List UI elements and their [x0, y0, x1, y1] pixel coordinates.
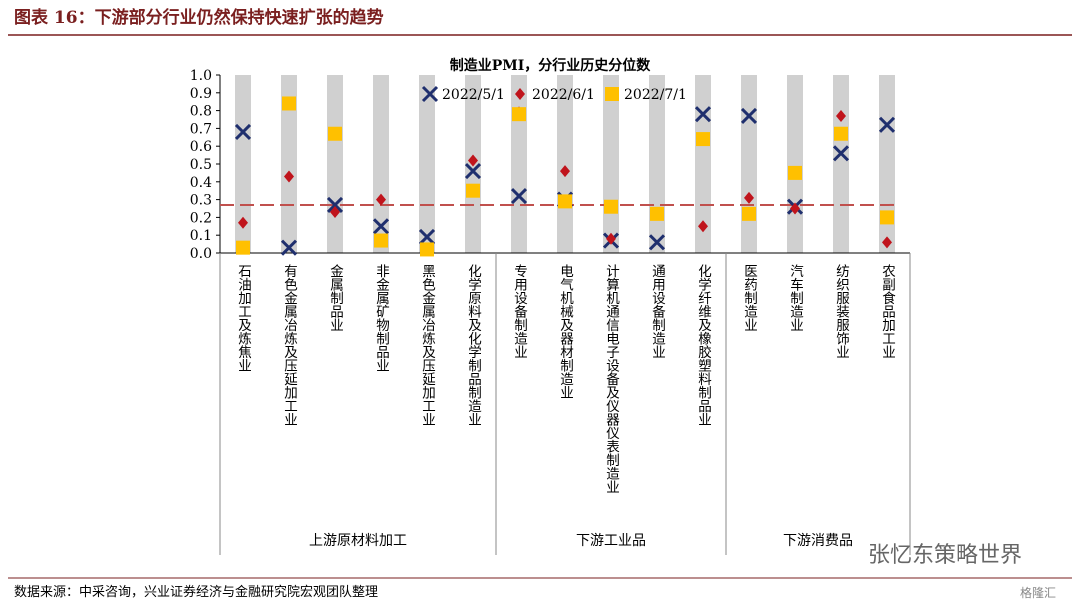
marker-diamond [284, 170, 294, 183]
x-tick-label: 农副食品加工业 [879, 264, 896, 359]
marker-x [878, 116, 896, 133]
marker-diamond [238, 216, 248, 229]
y-tick-label: 1.0 [190, 68, 212, 84]
range-column [235, 75, 251, 253]
marker-square [236, 240, 250, 255]
marker-square [466, 183, 480, 198]
source: 数据来源：中采咨询，兴业证券经济与金融研究院宏观团队整理 [14, 584, 378, 600]
y-tick-label: 0.9 [190, 86, 212, 102]
marker-square [650, 206, 664, 221]
range-column [327, 75, 343, 253]
marker-diamond [468, 154, 478, 167]
legend-label: 2022/6/1 [532, 87, 595, 103]
watermark: 张忆东策略世界 [868, 543, 1022, 568]
x-tick-label: 化学原料及化学制品制造业 [465, 264, 482, 426]
range-column [373, 75, 389, 253]
marker-square [282, 96, 296, 111]
x-tick-label: 黑色金属冶炼及压延加工业 [419, 264, 436, 426]
marker-square [558, 194, 572, 209]
x-tick-label: 电气机械及器材制造业 [557, 264, 574, 399]
marker-diamond [744, 191, 754, 204]
marker-square [834, 126, 848, 141]
marker-x [326, 196, 344, 214]
marker-square [420, 242, 434, 257]
y-tick-label: 0.7 [190, 121, 212, 137]
chart-title: 制造业PMI，分行业历史分位数 [450, 57, 652, 74]
y-tick-label: 0.1 [190, 228, 212, 244]
y-tick-label: 0.2 [190, 210, 212, 226]
x-tick-label: 汽车制造业 [787, 264, 804, 332]
range-column [787, 75, 803, 253]
marker-square [604, 199, 618, 214]
marker-diamond [376, 193, 386, 206]
y-tick-label: 0.0 [190, 246, 212, 262]
legend-label: 2022/5/1 [442, 87, 505, 103]
legend-marker [421, 85, 439, 103]
range-column [511, 75, 527, 253]
x-tick-label: 金属制品业 [327, 264, 344, 332]
legend-marker [515, 88, 525, 100]
x-tick-label: 医药制造业 [741, 264, 758, 332]
logo: 格隆汇 [1020, 585, 1056, 600]
marker-square [880, 210, 894, 225]
x-tick-label: 通用设备制造业 [649, 264, 666, 359]
y-tick-label: 0.4 [190, 175, 212, 191]
x-tick-label: 石油加工及炼焦业 [235, 264, 252, 372]
range-column [419, 75, 435, 253]
marker-x [694, 106, 712, 123]
marker-diamond [790, 202, 800, 215]
marker-x [740, 107, 758, 125]
x-tick-label: 专用设备制造业 [511, 264, 528, 359]
group-label: 下游工业品 [576, 533, 646, 549]
marker-square [788, 165, 802, 180]
marker-square [328, 126, 342, 141]
marker-x [418, 228, 436, 246]
marker-diamond [698, 220, 708, 233]
x-tick-label: 有色金属冶炼及压延加工业 [281, 264, 298, 426]
y-tick-label: 0.8 [190, 104, 212, 120]
marker-x [372, 218, 390, 235]
y-tick-label: 0.3 [190, 193, 212, 209]
marker-x [464, 163, 482, 180]
range-column [833, 75, 849, 253]
marker-square [512, 107, 526, 122]
x-tick-label: 计算机通信电子设备及仪器仪表制造业 [603, 264, 620, 494]
x-tick-label: 非金属矿物制品业 [373, 264, 390, 372]
y-tick-label: 0.5 [190, 157, 212, 173]
marker-square [742, 206, 756, 221]
legend-marker [605, 87, 619, 101]
marker-x [280, 239, 298, 256]
marker-diamond [560, 165, 570, 178]
range-column [557, 75, 573, 253]
group-label: 下游消费品 [783, 533, 853, 549]
range-column [879, 75, 895, 253]
marker-x [648, 234, 666, 251]
marker-square [374, 233, 388, 248]
x-tick-label: 纺织服装服饰业 [833, 264, 850, 359]
marker-square [696, 132, 710, 147]
marker-diamond [606, 232, 616, 245]
marker-x [510, 187, 528, 205]
range-column [603, 75, 619, 253]
range-column [281, 75, 297, 253]
legend-label: 2022/7/1 [624, 87, 687, 103]
marker-x [234, 123, 252, 141]
y-tick-label: 0.6 [190, 139, 212, 155]
page-title: 图表 16：下游部分行业仍然保持快速扩张的趋势 [14, 7, 384, 28]
marker-diamond [836, 109, 846, 122]
range-column [741, 75, 757, 253]
marker-diamond [882, 236, 892, 249]
marker-x [832, 145, 850, 162]
x-tick-label: 化学纤维及橡胶塑料制品业 [695, 264, 712, 426]
marker-diamond [330, 206, 340, 219]
group-label: 上游原材料加工 [309, 533, 407, 549]
